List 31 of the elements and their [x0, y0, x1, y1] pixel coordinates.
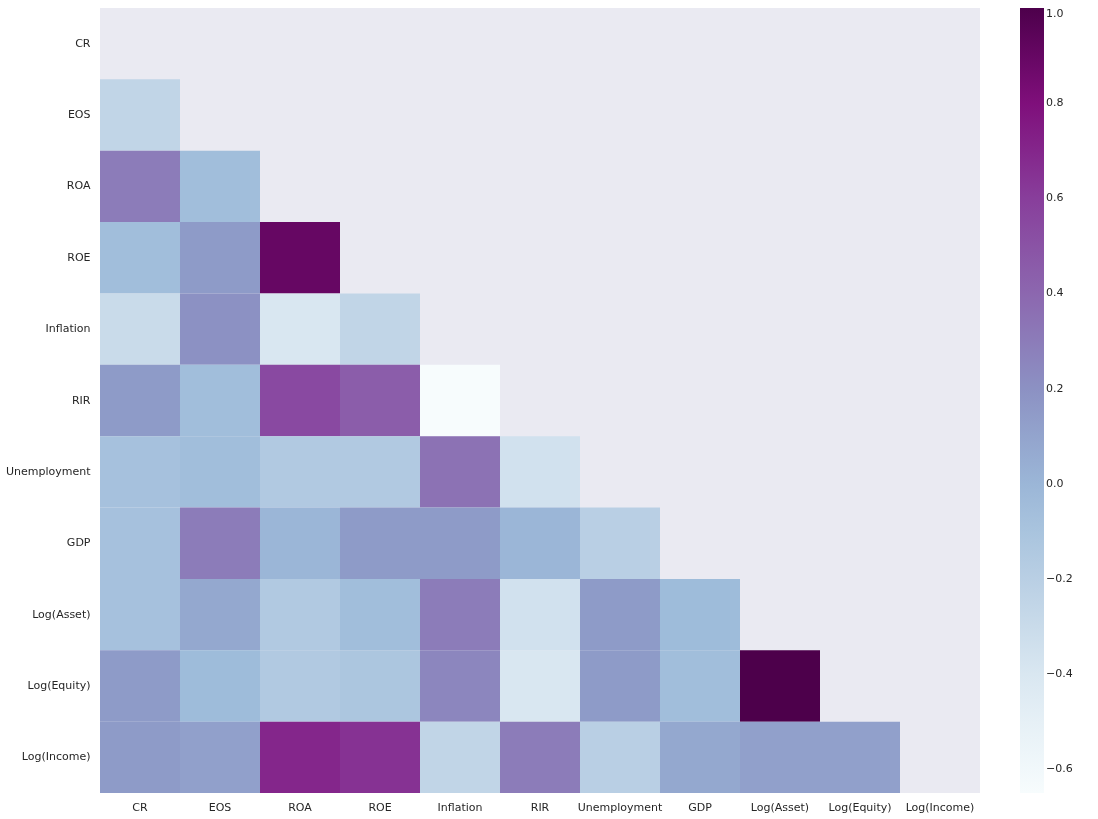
color-bar-label: 0.0	[1046, 476, 1064, 490]
color-bar-label: 0.6	[1046, 191, 1064, 205]
y-tick-label: GDP	[66, 536, 91, 550]
color-bar-label: 0.2	[1046, 381, 1064, 395]
y-tick-label: Unemployment	[5, 464, 92, 478]
x-tick-label: Log(Asset)	[750, 800, 810, 814]
color-bar-label: −0.4	[1046, 667, 1073, 681]
y-tick-label: ROA	[66, 179, 91, 193]
color-bar-label: 0.8	[1046, 96, 1064, 110]
y-tick-label: EOS	[67, 108, 91, 122]
x-tick-label: CR	[132, 800, 149, 814]
y-tick-label: ROE	[67, 250, 91, 264]
y-tick-label: RIR	[71, 393, 91, 407]
x-tick-label: EOS	[208, 800, 232, 814]
y-tick-label: Log(Income)	[21, 750, 91, 764]
x-tick-label: Log(Income)	[905, 800, 975, 814]
x-tick-label: Unemployment	[577, 800, 663, 814]
color-bar-label: −0.2	[1046, 571, 1073, 585]
color-bar-label: 0.4	[1046, 286, 1064, 300]
x-tick-label: Inflation	[437, 800, 483, 814]
x-tick-label: RIR	[530, 800, 550, 814]
y-tick-label: Inflation	[45, 322, 91, 336]
color-bar-label: 1.0	[1046, 7, 1064, 20]
color-bar-label: −0.6	[1046, 762, 1073, 776]
y-tick-label: CR	[75, 36, 91, 50]
x-tick-label: Log(Equity)	[828, 800, 892, 814]
y-tick-label: Log(Equity)	[27, 678, 91, 692]
x-tick-label: ROA	[288, 800, 313, 814]
y-tick-label: Log(Asset)	[32, 607, 91, 621]
x-tick-label: GDP	[688, 800, 713, 814]
x-tick-label: ROE	[368, 800, 392, 814]
